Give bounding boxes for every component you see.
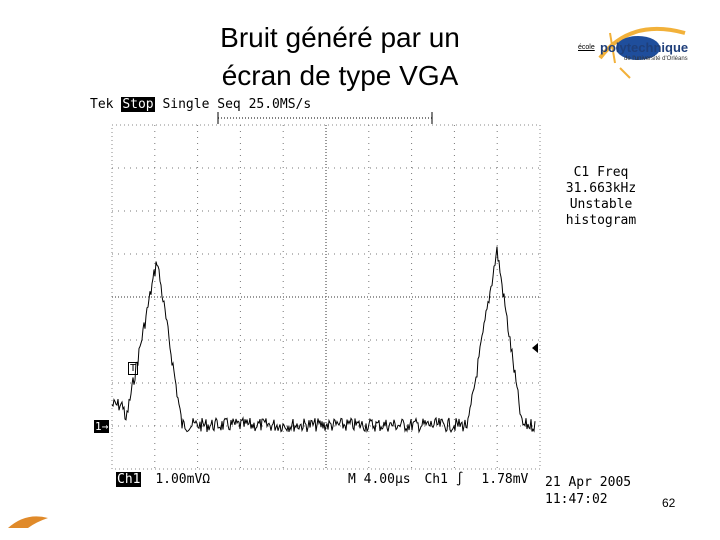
footer-logo xyxy=(8,516,48,528)
trig-channel: Ch1 xyxy=(424,472,448,487)
logo-art xyxy=(598,26,686,79)
scope-header: Tek Stop Single Seq 25.0MS/s xyxy=(90,97,311,112)
measure-line: Unstable xyxy=(569,197,633,212)
logo-name: polytechnique xyxy=(600,40,689,55)
rate: 25.0MS/s xyxy=(248,97,312,112)
measure-line: C1 Freq xyxy=(573,165,629,180)
logo-prefix: école xyxy=(578,44,595,51)
date: 21 Apr 2005 xyxy=(545,475,632,490)
trig-slope: ∫ xyxy=(455,472,464,487)
logo-arc xyxy=(598,26,686,60)
logo-blob xyxy=(616,36,660,60)
waveform xyxy=(111,246,536,434)
timebase: M 4.00µs xyxy=(348,472,411,487)
mode: Single Seq xyxy=(162,97,241,112)
logo-stroke xyxy=(619,67,631,79)
brand: Tek xyxy=(90,97,114,112)
logo: école polytechnique de l'université d'Or… xyxy=(560,18,710,83)
measure-line: histogram xyxy=(565,213,637,228)
logo-sub: de l'université d'Orléans xyxy=(624,56,688,62)
logo-stroke xyxy=(609,32,616,64)
trig-level: 1.78mV xyxy=(481,472,529,487)
time: 11:47:02 xyxy=(545,492,608,507)
measure-line: 31.663kHz xyxy=(565,181,637,196)
state: Stop xyxy=(121,97,155,112)
trigger-marker: T xyxy=(128,362,139,375)
measurement: C1 Freq 31.663kHz Unstable histogram xyxy=(556,165,646,229)
title-line: écran de type VGA xyxy=(221,60,459,91)
scale: 1.00mVΩ xyxy=(155,472,211,487)
channel-marker: 1→ xyxy=(94,420,110,433)
scope-footer: Ch1 1.00mVΩ xyxy=(116,472,210,487)
footer-logo-shape xyxy=(8,516,48,528)
record-bracket xyxy=(217,112,433,124)
title-line: Bruit généré par un xyxy=(220,22,460,53)
page-number: 62 xyxy=(662,496,676,510)
channel: Ch1 xyxy=(116,472,142,487)
trigger-info: M 4.00µs Ch1 ∫ 1.78mV xyxy=(348,472,528,487)
timestamp: 21 Apr 2005 11:47:02 xyxy=(545,474,631,508)
graticule xyxy=(112,125,540,469)
trigger-level-arrow xyxy=(532,343,538,353)
